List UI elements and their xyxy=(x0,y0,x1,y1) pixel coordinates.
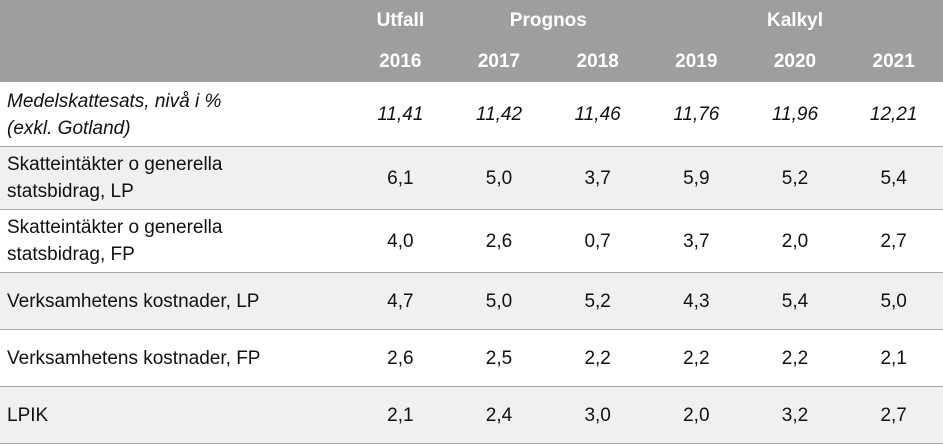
cell-value: 0,7 xyxy=(548,209,647,273)
cell-value: 2,6 xyxy=(449,209,549,273)
cell-value: 2,0 xyxy=(646,386,746,444)
row-label-line: Medelskattesats, nivå i % xyxy=(7,90,222,112)
header-year: 2016 xyxy=(351,42,450,83)
cell-value: 2,7 xyxy=(844,209,943,273)
cell-value: 5,0 xyxy=(449,272,549,330)
cell-value: 2,1 xyxy=(351,386,450,444)
cell-value: 2,1 xyxy=(844,329,943,387)
cell-value: 5,4 xyxy=(844,146,943,210)
table-header: Utfall Prognos Kalkyl 2016 2017 2018 201… xyxy=(0,0,943,83)
row-label-line: (exkl. Gotland) xyxy=(7,117,131,139)
cell-value: 5,0 xyxy=(844,272,943,330)
header-corner xyxy=(0,0,352,42)
header-year: 2020 xyxy=(745,42,845,83)
table-row: LPIK 2,1 2,4 3,0 2,0 3,2 2,7 xyxy=(0,386,943,444)
row-label: Skatteintäkter o generella statsbidrag, L… xyxy=(0,146,352,210)
cell-value: 5,0 xyxy=(449,146,549,210)
cell-value: 12,21 xyxy=(844,82,943,147)
header-group-row: Utfall Prognos Kalkyl xyxy=(0,0,943,42)
cell-value: 6,1 xyxy=(351,146,450,210)
row-label-line: statsbidrag, LP xyxy=(7,181,134,202)
cell-value: 2,0 xyxy=(745,209,845,273)
cell-value: 2,7 xyxy=(844,386,943,444)
row-label: Skatteintäkter o generella statsbidrag, F… xyxy=(0,209,352,273)
cell-value: 4,0 xyxy=(351,209,450,273)
cell-value: 5,9 xyxy=(646,146,746,210)
cell-value: 2,4 xyxy=(449,386,549,444)
table-row: Skatteintäkter o generella statsbidrag, F… xyxy=(0,209,943,273)
header-year-row: 2016 2017 2018 2019 2020 2021 xyxy=(0,42,943,83)
cell-value: 3,2 xyxy=(745,386,845,444)
cell-value: 2,5 xyxy=(449,329,549,387)
cell-value: 2,2 xyxy=(646,329,746,387)
cell-value: 11,76 xyxy=(646,82,746,147)
table-row: Verksamhetens kostnader, LP 4,7 5,0 5,2 … xyxy=(0,272,943,330)
header-group-kalkyl: Kalkyl xyxy=(646,0,943,42)
row-label-line: Verksamhetens kostnader, FP xyxy=(7,347,261,369)
cell-value: 4,3 xyxy=(646,272,746,330)
cell-value: 2,2 xyxy=(745,329,845,387)
row-label-line: Verksamhetens kostnader, LP xyxy=(7,290,260,312)
row-label-line: Skatteintäkter o generella xyxy=(7,217,223,238)
cell-value: 4,7 xyxy=(351,272,450,330)
cell-value: 11,42 xyxy=(449,82,549,147)
cell-value: 11,41 xyxy=(351,82,450,147)
row-label: Medelskattesats, nivå i % (exkl. Gotland) xyxy=(0,82,352,147)
row-label-line: LPIK xyxy=(7,404,49,426)
header-group-prognos: Prognos xyxy=(449,0,647,42)
table-row: Verksamhetens kostnader, FP 2,6 2,5 2,2 … xyxy=(0,329,943,387)
cell-value: 11,46 xyxy=(548,82,647,147)
header-year: 2021 xyxy=(844,42,943,83)
cell-value: 11,96 xyxy=(745,82,845,147)
cell-value: 5,2 xyxy=(548,272,647,330)
row-label: LPIK xyxy=(0,386,352,444)
cell-value: 3,7 xyxy=(548,146,647,210)
header-year: 2019 xyxy=(646,42,746,83)
cell-value: 2,2 xyxy=(548,329,647,387)
header-group-utfall: Utfall xyxy=(351,0,450,42)
row-label-line: statsbidrag, FP xyxy=(7,244,135,265)
header-year: 2018 xyxy=(548,42,647,83)
cell-value: 3,7 xyxy=(646,209,746,273)
table-row: Medelskattesats, nivå i % (exkl. Gotland)… xyxy=(0,82,943,147)
header-year: 2017 xyxy=(449,42,549,83)
table-row: Skatteintäkter o generella statsbidrag, L… xyxy=(0,146,943,210)
cell-value: 3,0 xyxy=(548,386,647,444)
cell-value: 2,6 xyxy=(351,329,450,387)
row-label: Verksamhetens kostnader, FP xyxy=(0,329,352,387)
table-body: Medelskattesats, nivå i % (exkl. Gotland)… xyxy=(0,82,943,444)
cell-value: 5,2 xyxy=(745,146,845,210)
row-label: Verksamhetens kostnader, LP xyxy=(0,272,352,330)
cell-value: 5,4 xyxy=(745,272,845,330)
header-corner-lower xyxy=(0,42,352,83)
row-label-line: Skatteintäkter o generella xyxy=(7,154,223,175)
